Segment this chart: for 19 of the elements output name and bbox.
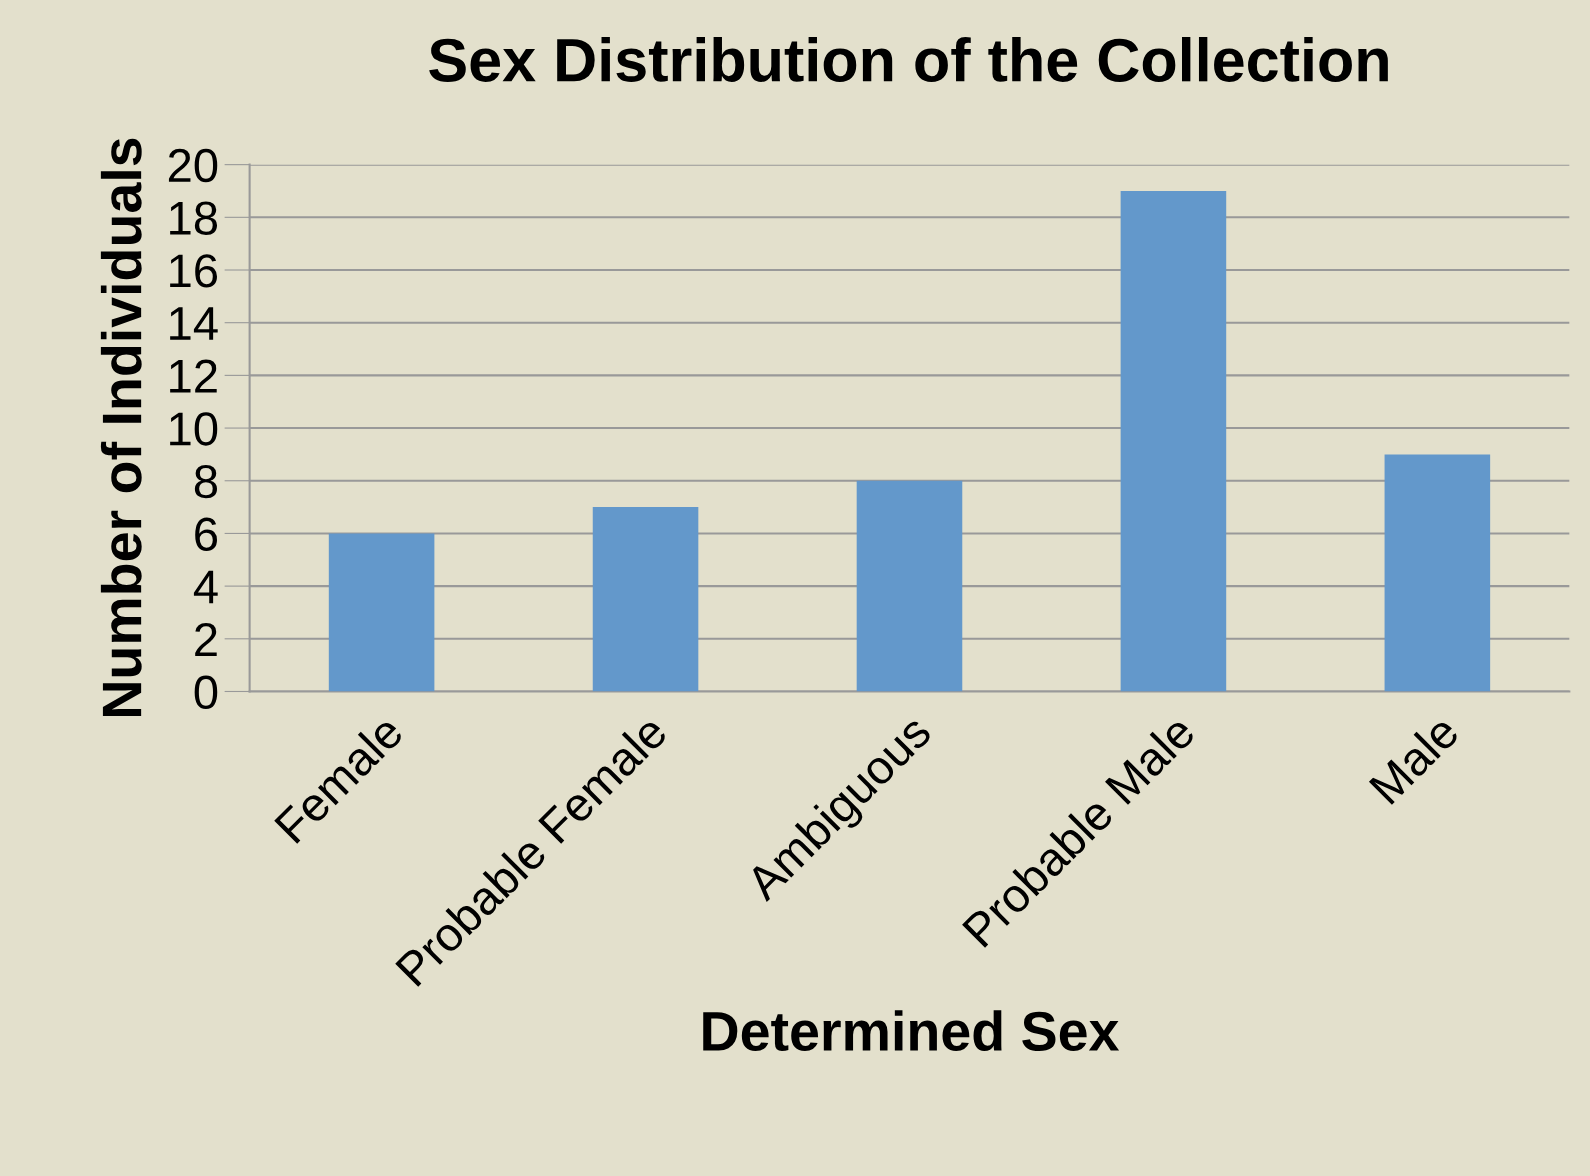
y-tick-label: 14 — [170, 307, 218, 340]
bar — [592, 507, 699, 692]
y-tick-label: 8 — [194, 464, 218, 499]
y-tick-label: 18 — [170, 201, 218, 235]
y-tick-label: 0 — [194, 675, 218, 710]
chart-title: Sex Distribution of the Collection — [429, 37, 1388, 82]
bar — [328, 533, 435, 692]
y-tick-label: 4 — [193, 570, 218, 604]
y-tick-label: 2 — [195, 622, 217, 656]
x-axis-title: Determined Sex — [703, 1010, 1120, 1052]
y-tick-label: 10 — [170, 412, 218, 446]
y-tick-label: 20 — [168, 148, 218, 183]
y-tick-label: 6 — [195, 517, 217, 552]
bar — [1120, 190, 1227, 692]
y-axis-title: Number of Individuals — [100, 138, 142, 717]
bar — [856, 480, 963, 692]
bar — [1384, 454, 1491, 692]
y-tick-label: 16 — [170, 254, 217, 288]
y-tick-label: 12 — [170, 359, 217, 393]
